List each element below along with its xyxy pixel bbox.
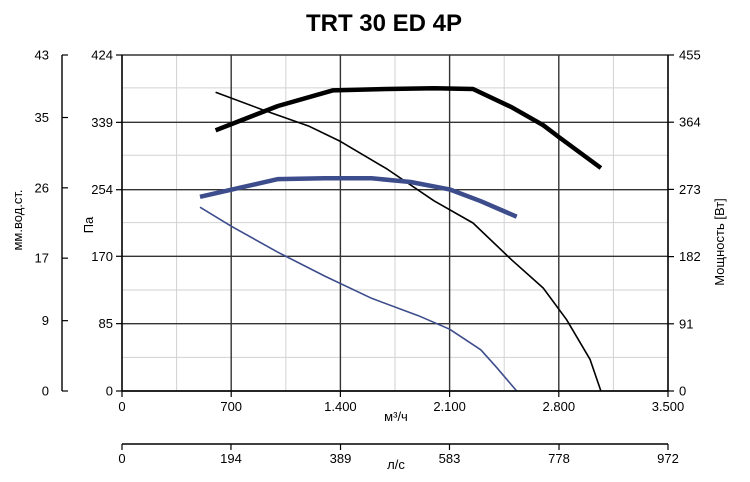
y-pa-tick-label: 85 xyxy=(99,316,113,331)
series-group xyxy=(199,85,603,392)
y-power-tick-label: 273 xyxy=(679,182,701,197)
x2-tick-label: 583 xyxy=(439,451,461,466)
chart-title: TRT 30 ED 4P xyxy=(306,10,462,37)
series-line xyxy=(199,176,518,219)
y-pa-tick-label: 254 xyxy=(91,182,113,197)
x2-tick-label: 972 xyxy=(657,451,679,466)
y-pa-tick-label: 424 xyxy=(91,48,113,63)
y-axis-label-power: Мощность [Вт] xyxy=(712,198,727,286)
y-power-tick-label: 455 xyxy=(679,48,701,63)
x2-axis-label: л/с xyxy=(387,457,405,472)
x-tick-label: 3.500 xyxy=(652,399,685,414)
x2-tick-label: 0 xyxy=(118,451,125,466)
y-pa-tick-label: 339 xyxy=(91,115,113,130)
y-pa-tick-label: 170 xyxy=(91,249,113,264)
x2-tick-label: 389 xyxy=(330,451,352,466)
series-line xyxy=(215,91,602,392)
y-mm-tick-label: 26 xyxy=(35,180,49,195)
x-tick-label: 0 xyxy=(118,399,125,414)
x-tick-label: 700 xyxy=(220,399,242,414)
axes: 0 85 170 254 339 424 0 9 17 26 35 43 0 91 182 273 364 455… xyxy=(35,48,701,467)
x-tick-label: 2.100 xyxy=(433,399,466,414)
grid xyxy=(121,54,669,392)
x2-tick-label: 194 xyxy=(220,451,242,466)
y-power-tick-label: 0 xyxy=(679,384,686,399)
x-axis-label: м³/ч xyxy=(384,409,408,424)
y-pa-tick-label: 0 xyxy=(106,384,113,399)
y-mm-tick-label: 9 xyxy=(42,313,49,328)
y-power-tick-label: 364 xyxy=(679,115,701,130)
y-mm-tick-label: 35 xyxy=(35,110,49,125)
y-axis-label-pa: Па xyxy=(81,216,96,233)
y-mm-tick-label: 0 xyxy=(42,384,49,399)
y-mm-tick-label: 17 xyxy=(35,251,49,266)
y-power-tick-label: 182 xyxy=(679,249,701,264)
x-tick-label: 1.400 xyxy=(324,399,357,414)
y-mm-tick-label: 43 xyxy=(35,48,49,63)
y-axis-label-mm: мм.вод.ст. xyxy=(10,189,25,250)
series-line xyxy=(199,206,518,392)
y-power-tick-label: 91 xyxy=(679,316,693,331)
x-tick-label: 2.800 xyxy=(543,399,576,414)
series-line xyxy=(214,85,603,170)
x2-tick-label: 778 xyxy=(548,451,570,466)
